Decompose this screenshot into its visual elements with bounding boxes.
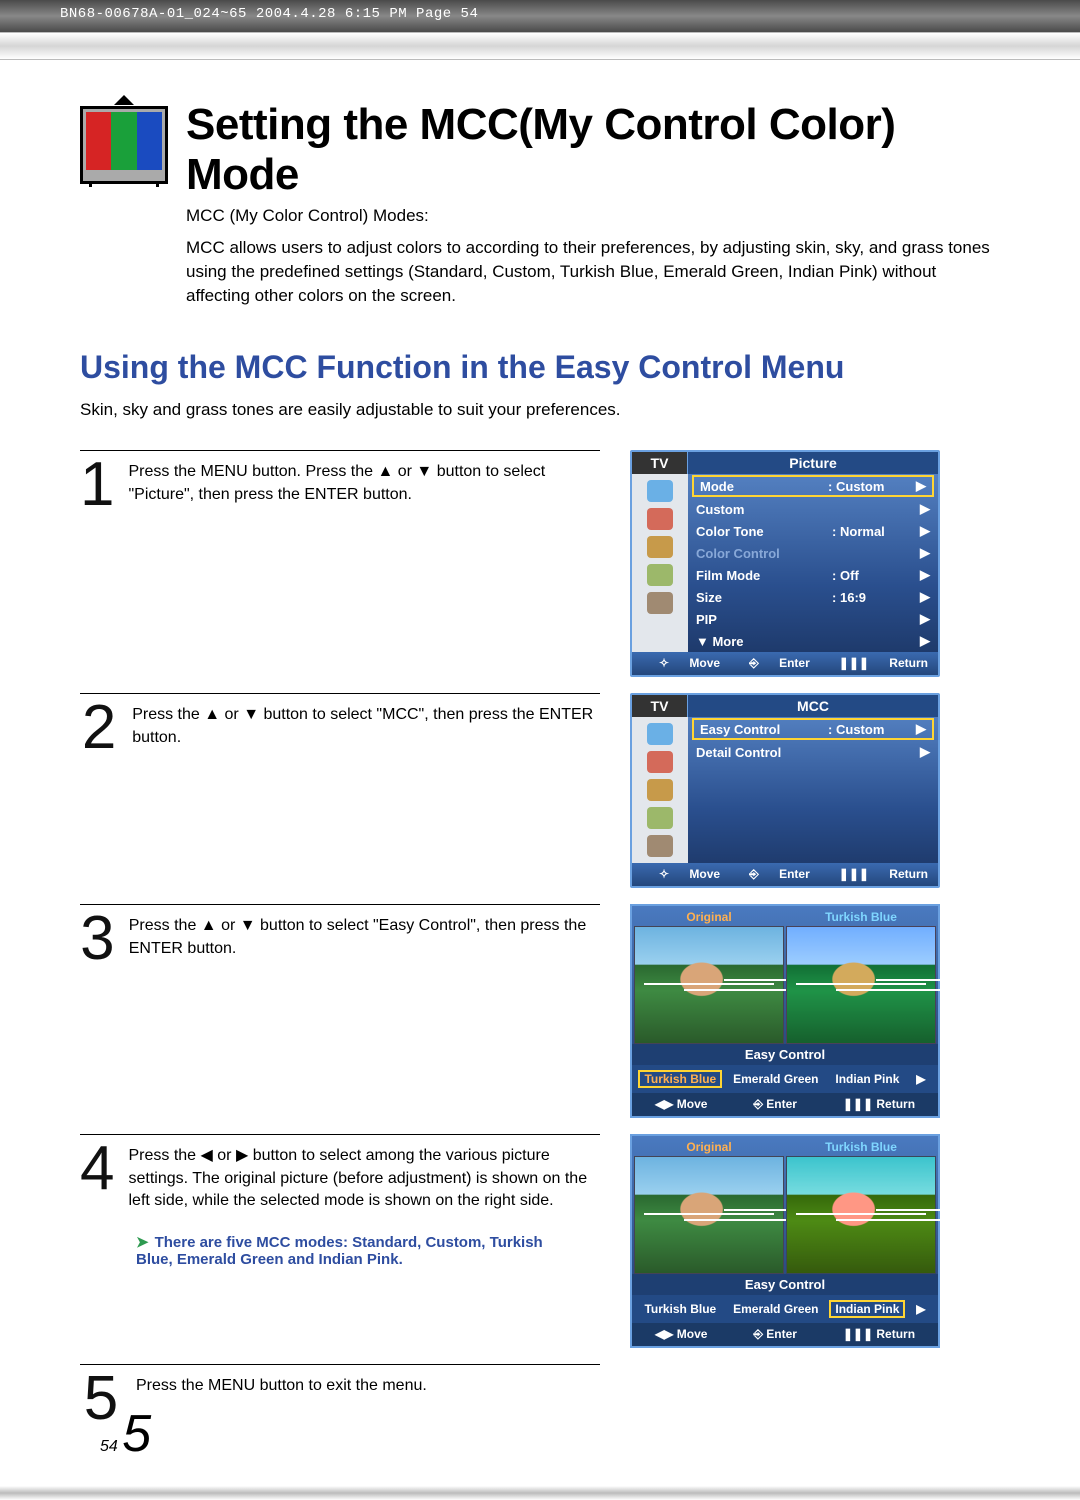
lead-text: MCC (My Color Control) Modes: (186, 206, 1000, 226)
step-number: 4 (80, 1143, 114, 1196)
osd-menu-item: Custom▶ (688, 498, 938, 520)
osd-menu-item: Film Mode:Off▶ (688, 564, 938, 586)
osd-picture-menu: TV Picture Mode:Custom▶Custom▶Color Tone… (630, 450, 940, 677)
preview-image-mode (786, 1156, 936, 1274)
osd-side-icon (647, 723, 673, 745)
step-3: 3 Press the ▲ or ▼ button to select "Eas… (80, 904, 600, 966)
preview-option: Indian Pink (829, 1300, 905, 1318)
note-mcc-modes: ➤There are five MCC modes: Standard, Cus… (136, 1233, 566, 1268)
preview-more-arrow-icon: ▶ (910, 1070, 931, 1088)
osd-side-icon (647, 592, 673, 614)
page: BN68-00678A-01_024~65 2004.4.28 6:15 PM … (0, 0, 1080, 1500)
osd-side-icon (647, 536, 673, 558)
osd-item-list: Easy Control:Custom▶Detail Control▶ (688, 717, 938, 863)
osd-side-icon (647, 835, 673, 857)
foot-move: ✧ Move (642, 656, 720, 671)
osd-menu-item: ▼ More▶ (688, 630, 938, 652)
preview-option: Indian Pink (829, 1070, 905, 1088)
foot-return: ❚❚❚ Return (822, 656, 928, 671)
step-text: Press the MENU button to exit the menu. (136, 1373, 427, 1397)
section-description: Skin, sky and grass tones are easily adj… (80, 400, 1000, 420)
osd-mcc-menu: TV MCC Easy Control:Custom▶Detail Contro… (630, 693, 940, 888)
osd-title: MCC (688, 695, 938, 717)
preview-options-row: Turkish Blue Emerald Green Indian Pink ▶ (632, 1065, 938, 1093)
preview-label-original: Original (634, 908, 784, 926)
osd-menu-item: Color Tone:Normal▶ (688, 520, 938, 542)
step-5: 5 Press the MENU button to exit the menu… (80, 1364, 600, 1426)
step-text: Press the ◀ or ▶ button to select among … (128, 1143, 600, 1212)
osd-side-icon (647, 508, 673, 530)
preview-options-row: Turkish Blue Emerald Green Indian Pink ▶ (632, 1295, 938, 1323)
note-arrow-icon: ➤ (136, 1234, 149, 1251)
osd-side-icon (647, 751, 673, 773)
foot-return: ❚❚❚ Return (822, 867, 928, 882)
preview-option: Turkish Blue (638, 1070, 722, 1088)
preview-footer: ◀▶ Move ⎆ Enter ❚❚❚ Return (632, 1323, 938, 1346)
foot-return: ❚❚❚ Return (843, 1327, 915, 1342)
foot-return: ❚❚❚ Return (843, 1097, 915, 1112)
osd-side-icon (647, 480, 673, 502)
osd-footer: ✧ Move ⎆ Enter ❚❚❚ Return (632, 652, 938, 675)
preview-option: Emerald Green (727, 1300, 824, 1318)
osd-menu-item: Size:16:9▶ (688, 586, 938, 608)
content-area: Setting the MCC(My Control Color) Mode M… (0, 60, 1080, 1486)
separator-bottom (0, 1486, 1080, 1500)
section-subheading: Using the MCC Function in the Easy Contr… (80, 349, 1000, 386)
foot-move: ✧ Move (642, 867, 720, 882)
page-number: 54 5 (100, 1404, 151, 1464)
print-header-bar: BN68-00678A-01_024~65 2004.4.28 6:15 PM … (0, 0, 1080, 32)
step-2: 2 Press the ▲ or ▼ button to select "MCC… (80, 693, 600, 755)
preview-option: Emerald Green (727, 1070, 824, 1088)
preview-more-arrow-icon: ▶ (910, 1300, 931, 1318)
osd-side-icons (632, 717, 688, 863)
osd-menu-item: Easy Control:Custom▶ (692, 718, 934, 740)
osd-item-list: Mode:Custom▶Custom▶Color Tone:Normal▶Col… (688, 474, 938, 652)
preview-label-mode: Turkish Blue (786, 1138, 936, 1156)
preview-option: Turkish Blue (638, 1300, 722, 1318)
step-number: 2 (80, 702, 118, 755)
osd-footer: ✧ Move ⎆ Enter ❚❚❚ Return (632, 863, 938, 886)
osd-title: Picture (688, 452, 938, 474)
preview-label-original: Original (634, 1138, 784, 1156)
step-text: Press the ▲ or ▼ button to select "MCC",… (132, 702, 600, 749)
osd-side-icon (647, 564, 673, 586)
osd-side-icons (632, 474, 688, 652)
preview-bar-label: Easy Control (632, 1044, 938, 1065)
step-1: 1 Press the MENU button. Press the ▲ or … (80, 450, 600, 512)
osd-side-icon (647, 807, 673, 829)
step-number: 3 (80, 913, 115, 966)
step-number: 1 (80, 459, 114, 512)
preview-image-mode (786, 926, 936, 1044)
osd-tv-label: TV (632, 452, 688, 474)
preview-easy-control-2: Original Turkish Blue Easy Control Turki… (630, 1134, 940, 1348)
foot-enter: ⎆ Enter (732, 656, 810, 671)
preview-image-original (634, 926, 784, 1044)
foot-enter: ⎆ Enter (753, 1327, 797, 1342)
foot-move: ◀▶ Move (655, 1097, 707, 1112)
foot-enter: ⎆ Enter (732, 867, 810, 882)
step-4: 4 Press the ◀ or ▶ button to select amon… (80, 1134, 600, 1212)
osd-menu-item: Mode:Custom▶ (692, 475, 934, 497)
tv-icon (80, 106, 168, 184)
osd-menu-item: PIP▶ (688, 608, 938, 630)
osd-side-icon (647, 779, 673, 801)
foot-enter: ⎆ Enter (753, 1097, 797, 1112)
preview-image-original (634, 1156, 784, 1274)
preview-bar-label: Easy Control (632, 1274, 938, 1295)
osd-menu-item: Color Control▶ (688, 542, 938, 564)
separator-top (0, 32, 1080, 60)
preview-label-mode: Turkish Blue (786, 908, 936, 926)
preview-easy-control-1: Original Turkish Blue Easy Control Turki… (630, 904, 940, 1118)
intro-paragraph: MCC allows users to adjust colors to acc… (186, 236, 1000, 307)
step-text: Press the MENU button. Press the ▲ or ▼ … (128, 459, 600, 506)
page-title: Setting the MCC(My Control Color) Mode (186, 100, 1000, 200)
osd-tv-label: TV (632, 695, 688, 717)
preview-footer: ◀▶ Move ⎆ Enter ❚❚❚ Return (632, 1093, 938, 1116)
step-text: Press the ▲ or ▼ button to select "Easy … (129, 913, 600, 960)
foot-move: ◀▶ Move (655, 1327, 707, 1342)
osd-menu-item: Detail Control▶ (688, 741, 938, 763)
